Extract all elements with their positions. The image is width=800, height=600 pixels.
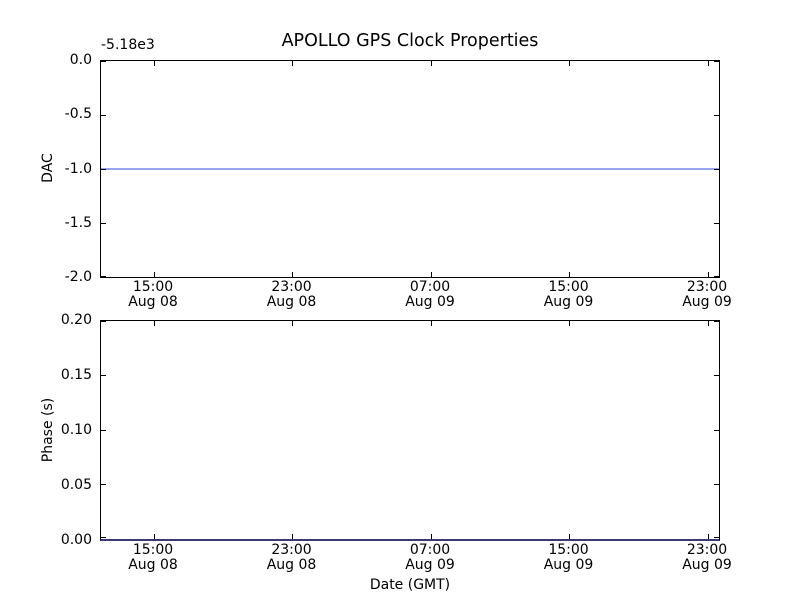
y-tick-mark [101,321,106,322]
dac-axes [100,60,720,278]
y-tick-mark [101,429,106,431]
xtick-time: 15:00 [548,542,589,558]
x-tick-mark [292,272,293,277]
xtick-time: 23:00 [686,279,728,295]
xtick-time: 07:00 [409,542,451,558]
xtick-label-top: 15:00 Aug 08 [128,280,178,310]
xtick-date: Aug 08 [266,294,317,310]
y-tick-mark [714,61,719,62]
xtick-date: Aug 08 [128,294,178,310]
y-tick-mark [714,114,719,116]
x-tick-mark [292,534,293,539]
xtick-time: 15:00 [132,279,174,295]
y-axis-offset-text: -5.18e3 [101,37,155,53]
x-tick-mark [569,272,570,277]
y-tick-mark [101,222,106,224]
dac-data-line [101,167,719,170]
xtick-time: 15:00 [548,279,589,295]
y-tick-mark [101,168,106,170]
y-tick-mark [714,429,719,431]
x-tick-mark [292,61,293,66]
xtick-time: 15:00 [132,542,174,558]
xtick-label-top: 23:00 Aug 08 [267,280,317,310]
y-tick-mark [101,537,106,538]
x-tick-mark [430,534,432,539]
x-tick-mark [707,272,709,277]
phase-ytick-label: 0.10 [60,422,92,438]
xtick-time: 07:00 [409,279,451,295]
xtick-time: 23:00 [686,542,728,558]
dac-ytick-label: -1.5 [64,214,92,231]
y-tick-mark [714,375,719,376]
xtick-date: Aug 08 [266,557,317,573]
x-tick-mark [569,321,570,326]
x-tick-mark [153,534,155,539]
x-tick-mark [569,61,570,66]
xtick-date: Aug 09 [405,294,455,310]
x-tick-mark [707,61,709,66]
phase-ytick-label: 0.20 [60,312,92,328]
y-tick-mark [714,484,719,485]
x-tick-mark [707,321,709,326]
xtick-label-top: 15:00 Aug 09 [544,280,594,310]
phase-axes [100,320,720,541]
y-tick-mark [101,276,106,277]
phase-ytick-label: 0.15 [60,367,92,383]
xtick-date: Aug 09 [405,557,455,573]
x-tick-mark [430,272,432,277]
y-tick-mark [101,375,106,376]
xtick-date: Aug 09 [543,557,594,573]
x-tick-mark [292,321,293,326]
xtick-label-bottom: 23:00 Aug 09 [682,543,732,573]
xtick-time: 23:00 [271,279,312,295]
y-tick-mark [714,168,719,170]
x-tick-mark [430,321,432,326]
x-tick-mark [430,61,432,66]
xtick-label-top: 23:00 Aug 09 [682,280,732,310]
dac-ytick-label: -2.0 [64,269,92,285]
y-tick-mark [714,276,719,277]
phase-ytick-label: 0.05 [60,477,92,493]
y-tick-mark [714,537,719,538]
xtick-label-bottom: 15:00 Aug 08 [128,543,178,573]
xtick-time: 23:00 [271,542,312,558]
x-tick-mark [153,61,155,66]
date-axis-label: Date (GMT) [369,577,451,593]
xtick-label-bottom: 15:00 Aug 09 [544,543,594,573]
dac-ytick-label: 0.0 [69,52,92,68]
dac-ytick-label: -1.0 [64,160,92,177]
y-tick-mark [714,222,719,224]
x-tick-mark [707,534,709,539]
y-tick-mark [101,61,106,62]
xtick-label-bottom: 07:00 Aug 09 [405,543,455,573]
y-tick-mark [714,321,719,322]
y-tick-mark [101,114,106,116]
xtick-date: Aug 09 [543,294,594,310]
xtick-label-bottom: 23:00 Aug 08 [267,543,317,573]
y-tick-mark [101,484,106,485]
xtick-date: Aug 09 [682,557,732,573]
xtick-date: Aug 09 [682,294,732,310]
xtick-label-top: 07:00 Aug 09 [405,280,455,310]
xtick-date: Aug 08 [128,557,178,573]
x-tick-mark [569,534,570,539]
x-tick-mark [153,321,155,326]
chart-title: APOLLO GPS Clock Properties [281,31,539,51]
phase-ytick-label: 0.00 [60,532,92,548]
x-tick-mark [153,272,155,277]
dac-ytick-label: -0.5 [64,106,92,123]
